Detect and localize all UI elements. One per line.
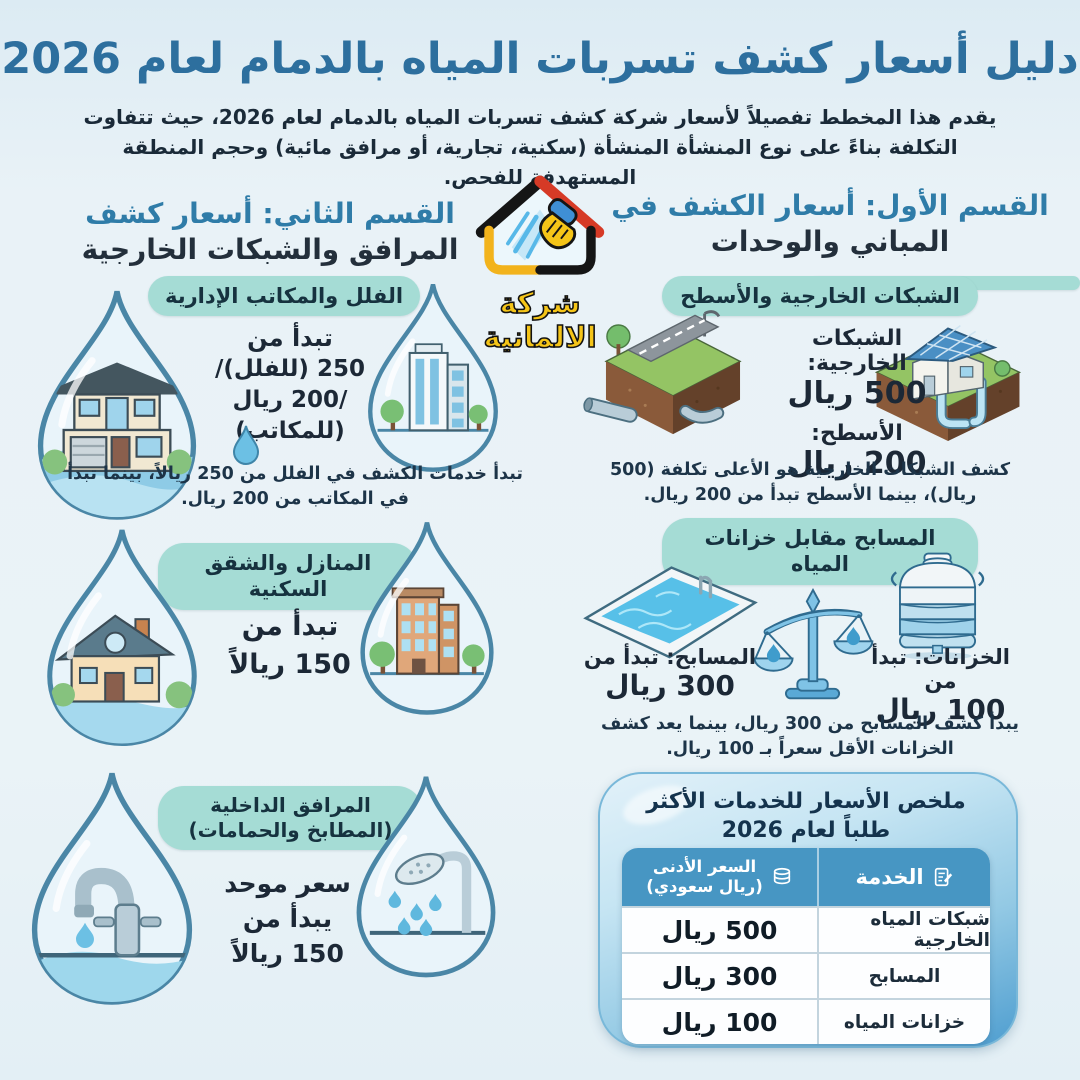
pill-label-line1: المرافق الداخلية <box>210 793 371 817</box>
category-pill-pools-tanks: المسابح مقابل خزانات المياه <box>662 518 978 585</box>
external-networks-caption: كشف الشبكات الخارجية هو الأعلى تكلفة (50… <box>610 460 1010 506</box>
price-col-line2: (ريال سعودي) <box>646 877 763 896</box>
table-row: خزانات المياه 100 ريال <box>622 998 990 1044</box>
swimming-pool-icon <box>583 566 758 659</box>
pool-label: المسابح: تبدأ من <box>583 645 757 669</box>
price-line: تبدأ من <box>247 324 333 352</box>
summary-table: الخدمة السعر الأدنى (ريال سعودي) شبكات ا… <box>622 848 990 1044</box>
tanks-price: الخزانات: تبدأ من 100 ريال <box>858 645 1023 726</box>
price-line: /200 ريال <box>232 387 348 414</box>
price-column-label: السعر الأدنى (ريال سعودي) <box>646 857 763 897</box>
price-cell: 100 ريال <box>661 1007 778 1037</box>
pill-label: المسابح مقابل خزانات المياه <box>704 526 936 577</box>
shower-drop-icon <box>356 776 496 978</box>
price-line: سعر موحد <box>224 869 351 898</box>
roofs-value: 200 ريال <box>787 446 927 481</box>
pill-label: المنازل والشقق السكنية <box>204 551 372 602</box>
networks-value: 500 ريال <box>787 376 927 411</box>
internal-utilities-price: سعر موحد يبدأ من 150 ريالاً <box>200 866 375 971</box>
category-pill-villas-offices: الفلل والمكاتب الإدارية <box>148 276 420 317</box>
service-cell: شبكات المياه الخارجية <box>817 908 990 952</box>
company-logo: شركة الالمانية <box>440 168 640 355</box>
price-column-header: السعر الأدنى (ريال سعودي) <box>622 848 817 906</box>
house-underground-pipes-illustration <box>874 325 1022 441</box>
villa-drop-icon <box>37 290 197 520</box>
tank-value: 100 ريال <box>875 693 1006 726</box>
office-building-drop-icon <box>368 283 498 472</box>
villas-offices-price: تبدأ من 250 (للفلل)/ /200 ريال (للمكاتب) <box>205 322 375 448</box>
pools-price: المسابح: تبدأ من 300 ريال <box>580 645 760 702</box>
summary-title-line2: طلباً لعام 2026 <box>721 817 891 843</box>
service-column-header: الخدمة <box>817 848 990 906</box>
summary-table-body: شبكات المياه الخارجية 500 ريال المسابح 3… <box>622 906 990 1044</box>
category-pill-houses-apartments: المنازل والشقق السكنية <box>158 543 418 610</box>
price-line: يبدأ من <box>242 904 333 933</box>
houses-apartments-price: تبدأ من 150 ريالاً <box>205 608 375 684</box>
networks-label: الشبكات الخارجية: <box>807 326 907 376</box>
coins-stack-icon <box>773 867 790 885</box>
villas-offices-caption: تبدأ خدمات الكشف في الفلل من 250 ريالاً،… <box>67 464 523 510</box>
roofs-label: الأسطح: <box>811 421 903 446</box>
summary-table-header: الخدمة السعر الأدنى (ريال سعودي) <box>622 848 990 906</box>
service-cell: المسابح <box>817 954 990 998</box>
price-col-line1: السعر الأدنى <box>652 857 757 877</box>
section1-title-line2: المباني والوحدات <box>710 225 950 259</box>
price-line: 250 (للفلل)/ <box>215 356 365 383</box>
price-cell: 500 ريال <box>661 915 778 945</box>
section2-title-line1: القسم الثاني: أسعار كشف <box>85 197 455 230</box>
pill-label: الشبكات الخارجية والأسطح <box>680 284 960 308</box>
apartment-building-drop-icon <box>360 522 494 715</box>
category-pill-internal-utilities: المرافق الداخلية (المطابخ والحمامات) <box>158 786 423 850</box>
house-cleaning-logo-icon <box>475 175 605 275</box>
table-row: المسابح 300 ريال <box>622 952 990 998</box>
service-column-label: الخدمة <box>855 865 924 889</box>
pools-tanks-caption: يبدأ كشف المسابح من 300 ريال، بينما يعد … <box>601 714 1019 760</box>
company-name: شركة الالمانية <box>483 285 598 355</box>
external-networks-prices: الشبكات الخارجية: 500 ريال الأسطح: 200 ر… <box>762 326 952 481</box>
page-title: دليل أسعار كشف تسربات المياه بالدمام لعا… <box>1 34 1079 84</box>
section2-header: القسم الثاني: أسعار كشف المرافق والشبكات… <box>40 196 500 269</box>
category-pill-external-networks: الشبكات الخارجية والأسطح <box>662 276 978 317</box>
summary-title: ملخص الأسعار للخدمات الأكثر طلباً لعام 2… <box>618 788 994 845</box>
price-line: تبدأ من <box>241 611 339 642</box>
balance-scale-icon <box>753 588 874 700</box>
pill-label: الفلل والمكاتب الإدارية <box>164 284 404 308</box>
house-drop-icon <box>47 529 197 747</box>
section1-title-line1: القسم الأول: أسعار الكشف في <box>611 189 1049 222</box>
table-row: شبكات المياه الخارجية 500 ريال <box>622 906 990 952</box>
document-pencil-icon <box>934 867 952 887</box>
water-tank-icon <box>890 552 985 660</box>
price-cell: 300 ريال <box>661 961 778 991</box>
price-line: 150 ريالاً <box>229 648 351 680</box>
section1-header: القسم الأول: أسعار الكشف في المباني والو… <box>610 188 1050 261</box>
tank-label: الخزانات: تبدأ من <box>871 645 1010 693</box>
road-pipes-illustration <box>583 310 742 435</box>
section2-title-line2: المرافق والشبكات الخارجية <box>81 233 459 267</box>
faucet-drop-icon <box>31 772 193 1005</box>
summary-title-line1: ملخص الأسعار للخدمات الأكثر <box>646 789 966 814</box>
small-water-drop-icon <box>232 425 260 465</box>
pill-label-line2: (المطابخ والحمامات) <box>188 818 393 842</box>
price-line: 150 ريالاً <box>231 939 344 968</box>
pool-value: 300 ريال <box>605 669 735 702</box>
service-cell: خزانات المياه <box>817 1000 990 1044</box>
